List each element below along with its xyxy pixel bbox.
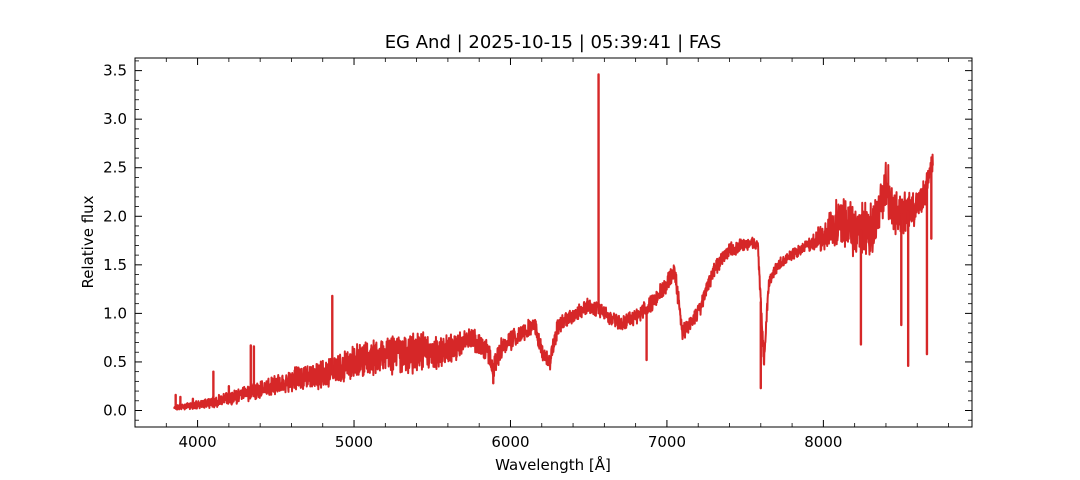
plot-area: 4000 5000 6000 7000 8000 0.0 0.5 1.0 1.5 2.0 2.5 3.… <box>103 57 973 451</box>
chart-title: EG And | 2025-10-15 | 05:39:41 | FAS <box>385 32 722 53</box>
y-axis-title: Relative flux <box>79 195 97 288</box>
y-tick-label: 0.5 <box>103 353 127 371</box>
y-tick-label: 2.0 <box>103 207 127 225</box>
x-tick-label: 5000 <box>335 433 373 451</box>
x-tick-label: 8000 <box>804 433 842 451</box>
axes-frame <box>134 57 973 428</box>
y-tick-label: 1.5 <box>103 256 127 274</box>
x-tick-label: 6000 <box>491 433 529 451</box>
x-tick-label: 7000 <box>648 433 686 451</box>
x-tick-label: 4000 <box>178 433 216 451</box>
y-tick-label: 2.5 <box>103 159 127 177</box>
y-tick-label: 3.0 <box>103 110 127 128</box>
y-tick-label: 0.0 <box>103 401 127 419</box>
y-tick-label: 3.5 <box>103 62 127 80</box>
y-tick-label: 1.0 <box>103 304 127 322</box>
spectrum-series-line <box>173 153 934 411</box>
x-axis-title: Wavelength [Å] <box>495 455 611 474</box>
